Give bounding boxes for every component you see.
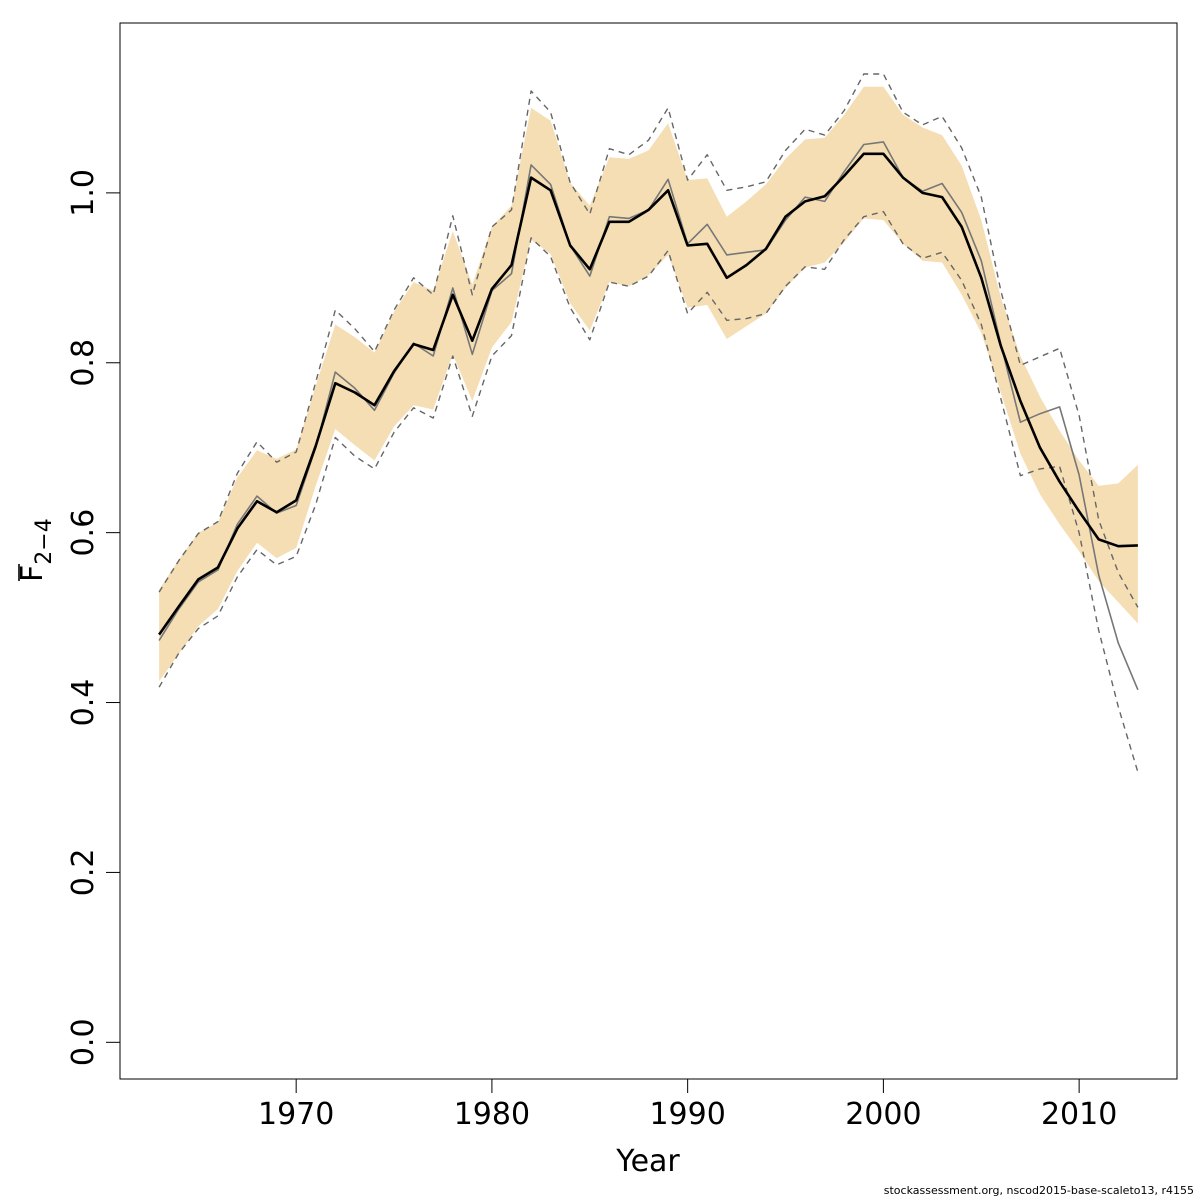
y-tick-label: 1.0 (66, 169, 101, 217)
alternative-upper-line (158, 73, 1139, 608)
y-axis-title-subscript: 2−4 (32, 518, 57, 564)
y-tick-label: 0.2 (66, 849, 101, 897)
y-tick-label: 0.0 (66, 1018, 101, 1066)
series-line-layer (158, 73, 1139, 773)
y-axis-title-main: F (15, 565, 50, 582)
x-tick-label: 1970 (258, 1097, 334, 1132)
x-axis: 1970 1980 1990 2000 2010 (258, 1078, 1117, 1132)
x-axis-title: Year (615, 1144, 680, 1179)
x-tick-label: 2010 (1041, 1097, 1117, 1132)
y-axis-title: F2−4 (15, 518, 57, 582)
y-tick-label: 0.6 (66, 509, 101, 557)
point-estimate-line (158, 152, 1138, 636)
confidence-band (159, 86, 1138, 682)
confidence-band-layer (159, 86, 1138, 682)
y-tick-label: 0.8 (66, 339, 101, 387)
x-tick-label: 1990 (649, 1097, 725, 1132)
footer-credit: stockassessment.org, nscod2015-base-scal… (883, 1184, 1194, 1197)
x-tick-label: 1980 (454, 1097, 530, 1132)
x-tick-label: 2000 (845, 1097, 921, 1132)
y-axis: 0.0 0.2 0.4 0.6 0.8 1.0 (66, 169, 121, 1066)
svg-text:F2−4: F2−4 (15, 518, 57, 582)
y-tick-label: 0.4 (66, 679, 101, 727)
